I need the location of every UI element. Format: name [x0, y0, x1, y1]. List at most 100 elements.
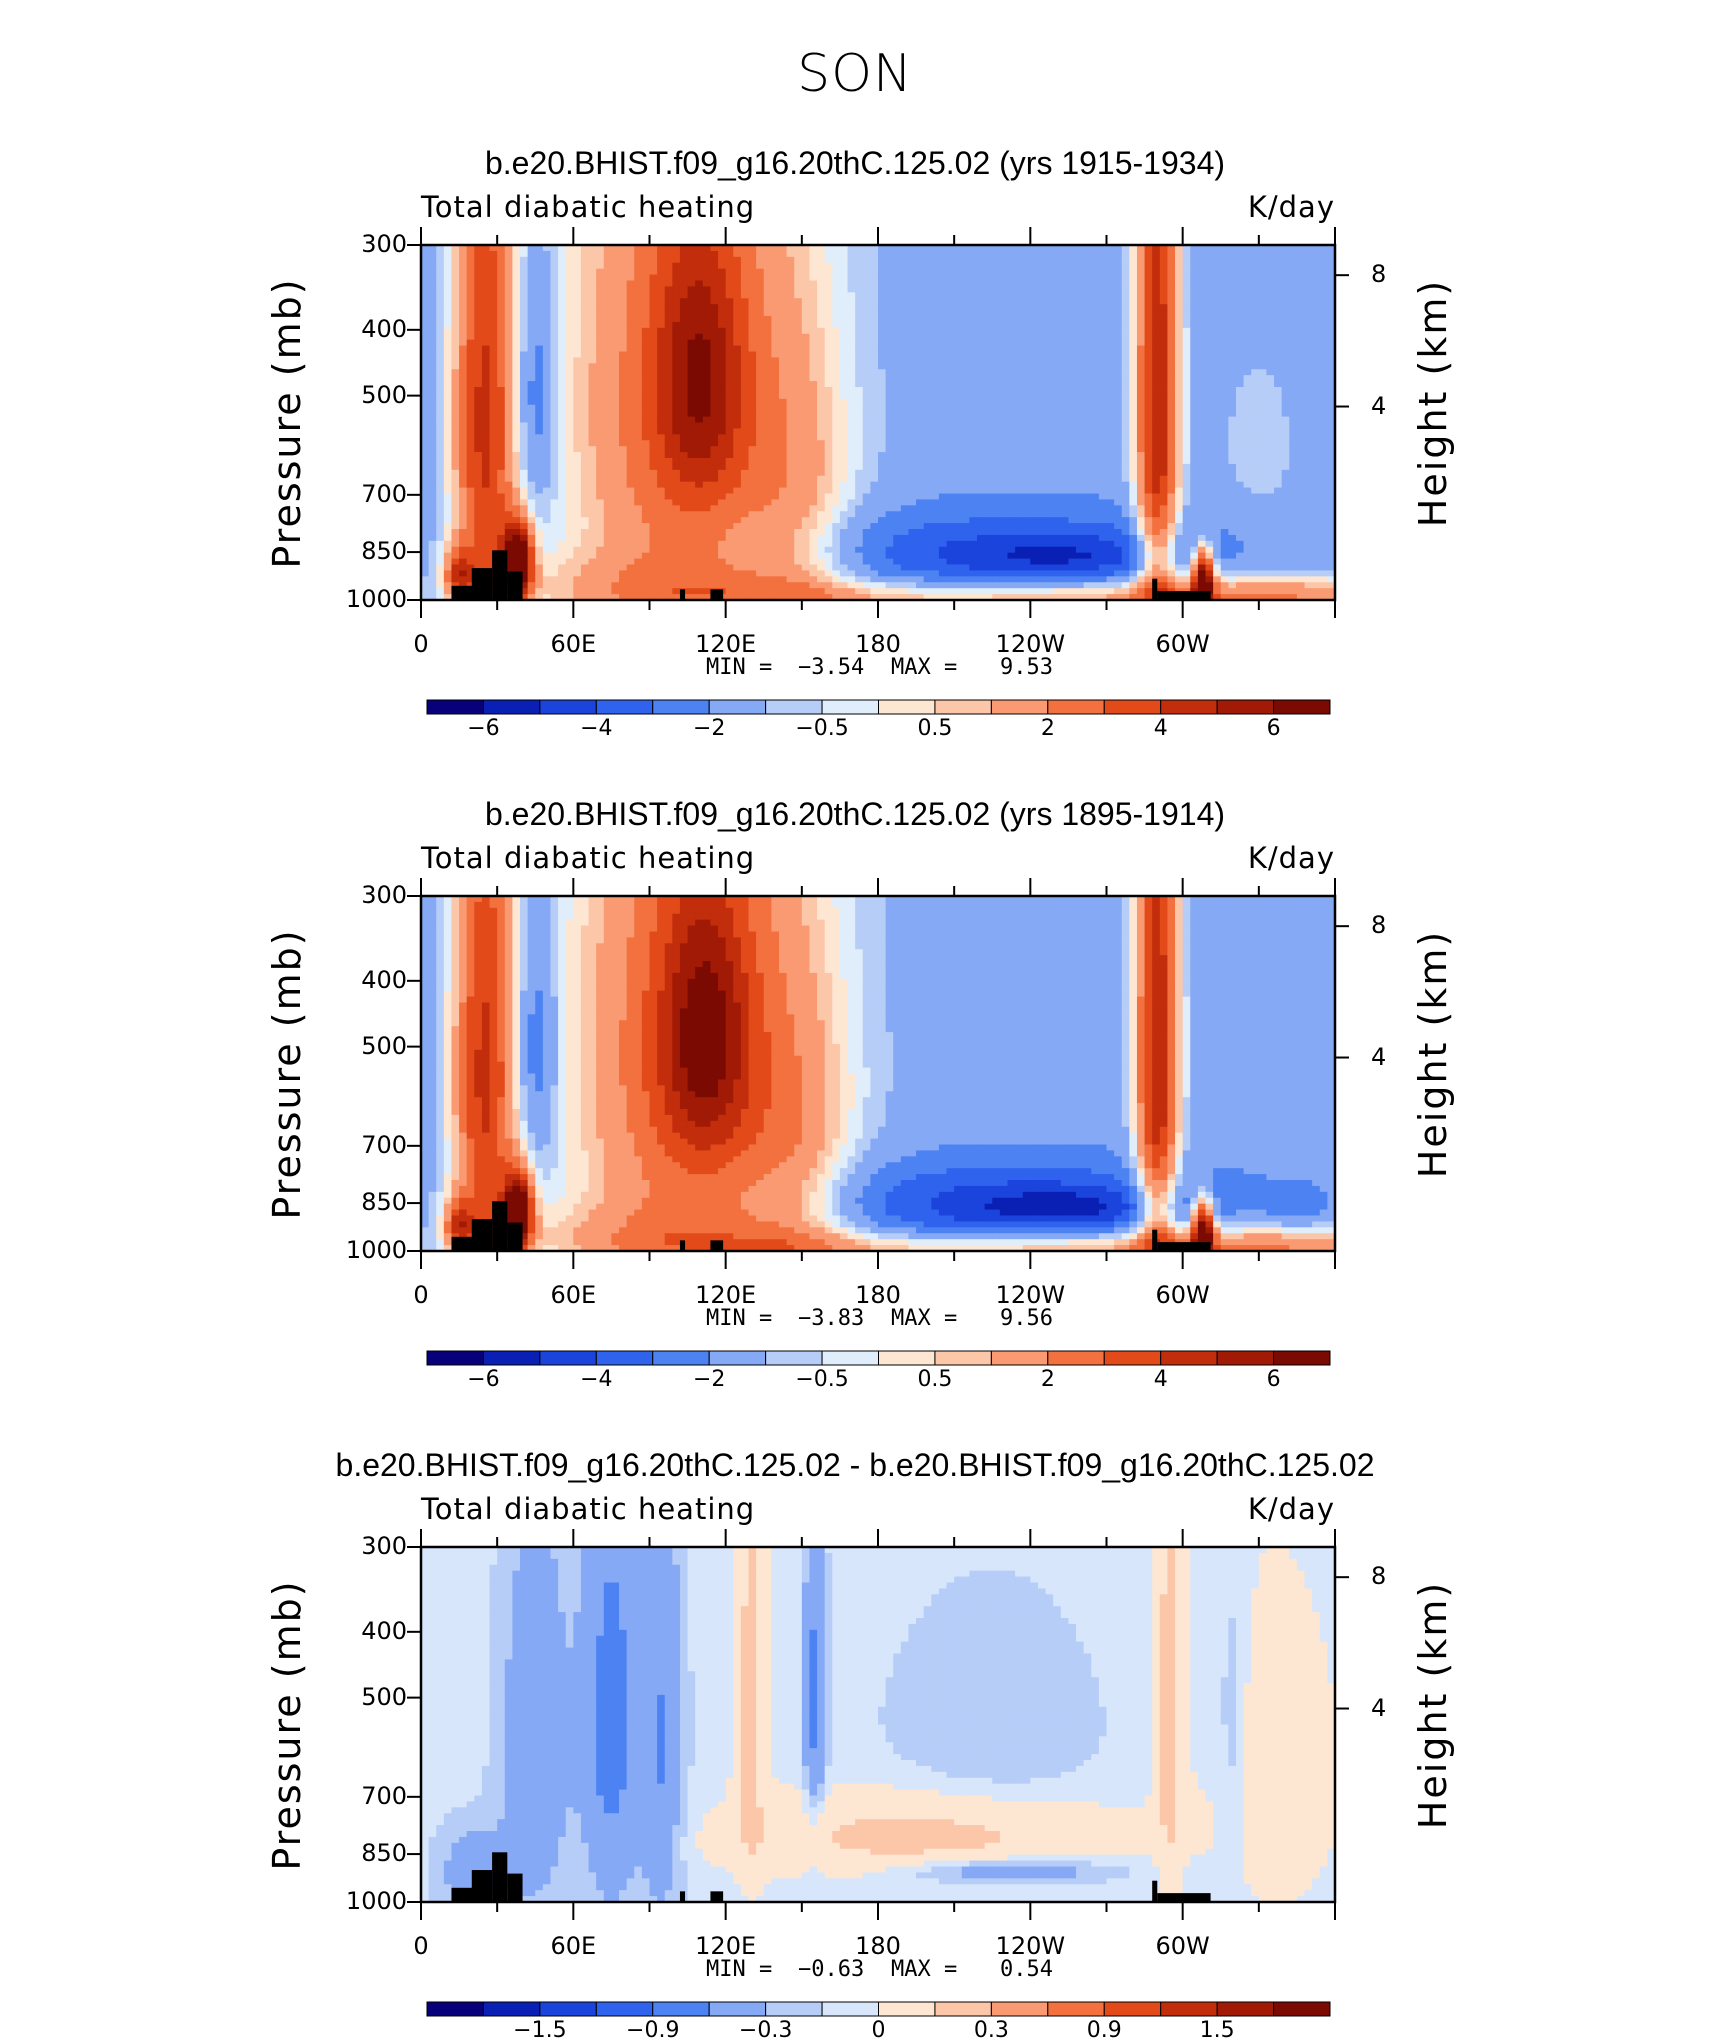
field-cell	[961, 511, 970, 518]
field-cell	[619, 446, 628, 453]
field-cell	[977, 351, 986, 359]
field-cell	[565, 262, 574, 270]
field-cell	[702, 570, 712, 577]
field-cell	[619, 345, 628, 353]
field-cell	[436, 286, 445, 293]
field-cell	[969, 304, 978, 311]
field-cell	[489, 280, 498, 288]
field-cell	[870, 570, 879, 577]
field-cell	[817, 582, 826, 589]
field-cell	[862, 434, 871, 441]
field-cell	[596, 558, 605, 566]
field-cell	[611, 558, 620, 566]
field-cell	[695, 564, 704, 572]
field-cell	[520, 410, 529, 418]
field-cell	[999, 517, 1009, 524]
field-cell	[771, 250, 780, 258]
field-cell	[992, 398, 1001, 406]
field-cell	[702, 434, 712, 441]
field-cell	[824, 250, 833, 258]
field-cell	[497, 546, 506, 554]
field-cell	[1007, 588, 1016, 595]
field-cell	[619, 463, 628, 471]
field-cell	[664, 298, 673, 305]
field-cell	[459, 458, 468, 465]
field-cell	[558, 369, 567, 376]
field-cell	[977, 469, 986, 477]
field-cell	[809, 298, 818, 305]
field-cell	[977, 404, 986, 412]
field-cell	[558, 298, 567, 305]
field-cell	[923, 469, 932, 477]
field-cell	[999, 404, 1009, 412]
field-cell	[520, 529, 529, 536]
field-cell	[512, 369, 521, 376]
field-cell	[893, 546, 902, 554]
field-cell	[885, 529, 894, 536]
field-cell	[763, 588, 772, 595]
field-cell	[984, 493, 993, 501]
field-cell	[436, 594, 445, 601]
field-cell	[679, 434, 689, 441]
field-cell	[504, 274, 513, 282]
field-cell	[451, 487, 460, 495]
field-cell	[740, 481, 750, 489]
field-cell	[992, 499, 1001, 506]
field-cell	[459, 558, 468, 566]
field-cell	[740, 422, 750, 430]
field-cell	[756, 534, 765, 542]
field-cell	[839, 416, 849, 424]
field-cell	[778, 363, 788, 370]
field-cell	[908, 310, 917, 317]
field-cell	[748, 351, 757, 359]
field-cell	[565, 428, 574, 435]
field-cell	[695, 357, 704, 364]
field-cell	[428, 316, 437, 323]
field-cell	[634, 286, 643, 293]
field-cell	[550, 458, 559, 465]
field-cell	[801, 245, 811, 252]
field-cell	[748, 410, 757, 418]
field-cell	[824, 369, 833, 376]
field-cell	[992, 357, 1001, 364]
field-cell	[908, 268, 917, 276]
field-cell	[809, 357, 818, 364]
field-cell	[893, 363, 902, 370]
field-cell	[778, 517, 788, 524]
field-cell	[641, 463, 651, 471]
field-cell	[596, 351, 605, 359]
field-cell	[1037, 422, 1047, 430]
field-cell	[1037, 363, 1047, 370]
field-cell	[908, 475, 917, 483]
field-cell	[862, 410, 871, 418]
field-cell	[588, 434, 597, 441]
field-cell	[885, 546, 894, 554]
field-cell	[489, 475, 498, 483]
field-cell	[916, 428, 925, 435]
field-cell	[466, 499, 475, 506]
field-cell	[832, 416, 841, 424]
field-cell	[801, 375, 811, 382]
field-cell	[893, 534, 902, 542]
field-cell	[657, 499, 666, 506]
field-cell	[977, 523, 986, 530]
field-cell	[459, 511, 468, 518]
field-cell	[992, 452, 1001, 459]
field-cell	[596, 529, 605, 536]
field-cell	[756, 339, 765, 347]
field-cell	[527, 452, 536, 459]
field-cell	[1007, 499, 1016, 506]
field-cell	[520, 570, 529, 577]
field-cell	[832, 552, 841, 560]
field-cell	[817, 564, 826, 572]
field-cell	[969, 298, 978, 305]
field-cell	[832, 523, 841, 530]
field-cell	[885, 375, 894, 382]
field-cell	[565, 321, 574, 329]
field-cell	[1037, 428, 1047, 435]
field-cell	[916, 410, 925, 418]
field-cell	[984, 582, 993, 589]
field-cell	[1022, 268, 1031, 276]
field-cell	[634, 487, 643, 495]
field-cell	[733, 458, 742, 465]
